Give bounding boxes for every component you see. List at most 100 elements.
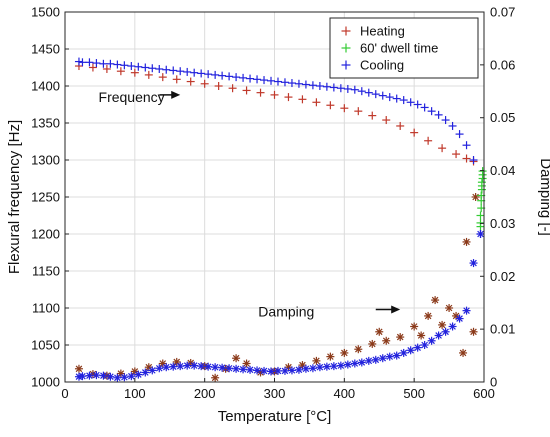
data-point <box>434 110 443 119</box>
data-point <box>399 96 408 105</box>
annotation-frequency-arrow <box>159 90 181 99</box>
y-left-tick-label: 1100 <box>32 301 60 316</box>
data-point <box>315 363 324 372</box>
data-point <box>190 361 199 370</box>
y-left-tick-label: 1400 <box>31 79 60 94</box>
data-point <box>162 363 171 372</box>
data-point <box>158 73 167 82</box>
data-point <box>116 67 125 76</box>
x-tick-label: 300 <box>264 386 286 401</box>
y-right-tick-label: 0.03 <box>490 216 515 231</box>
data-point <box>406 346 415 355</box>
legend-marker-heating <box>341 26 351 36</box>
data-point <box>127 372 136 381</box>
data-point <box>322 362 331 371</box>
data-point <box>225 364 234 373</box>
series-layer <box>74 57 487 382</box>
x-tick-label: 500 <box>403 386 425 401</box>
data-point <box>326 352 335 361</box>
data-point <box>267 76 276 85</box>
data-point <box>392 351 401 360</box>
data-point <box>260 366 269 375</box>
y-left-tick-label: 1300 <box>31 153 60 168</box>
data-point <box>392 94 401 103</box>
data-point <box>368 339 377 348</box>
data-point <box>438 144 447 153</box>
data-point <box>85 371 94 380</box>
data-point <box>211 363 220 372</box>
data-point <box>239 365 248 374</box>
legend-box <box>329 17 479 79</box>
data-point <box>469 156 478 164</box>
data-point <box>413 343 422 352</box>
data-point <box>74 364 83 373</box>
legend-label-dwell: 60' dwell time <box>360 41 438 56</box>
data-point <box>455 130 464 139</box>
y-left-tick-label: 1150 <box>32 264 60 279</box>
data-point <box>315 82 324 90</box>
data-point <box>471 193 480 201</box>
data-point <box>301 80 310 89</box>
legend: Heating 60' dwell time Cooling <box>329 17 479 79</box>
y-left-tick-label: 1200 <box>31 227 60 242</box>
data-point <box>74 372 83 381</box>
data-point <box>452 311 461 320</box>
data-point <box>368 111 377 120</box>
data-point <box>176 362 185 371</box>
annotation-damping-arrow <box>375 305 401 314</box>
y-left-tick-label: 1250 <box>31 190 60 205</box>
data-point <box>340 104 349 113</box>
data-point <box>406 98 415 107</box>
data-point <box>424 136 433 145</box>
data-point <box>228 84 237 93</box>
x-axis-ticks: 0 100 200 300 400 500 600 <box>61 378 495 401</box>
y-left-tick-label: 1350 <box>31 116 60 131</box>
data-point <box>85 58 94 67</box>
y-right-tick-label: 0.06 <box>490 57 515 72</box>
y-right-tick-label: 0 <box>490 375 497 390</box>
data-point <box>371 90 380 99</box>
data-point <box>476 230 485 238</box>
legend-entry-dwell: 60' dwell time <box>341 41 438 56</box>
y-left-tick-label: 1500 <box>31 5 60 20</box>
data-point <box>120 61 129 70</box>
data-point <box>420 103 429 112</box>
data-point <box>88 63 97 72</box>
data-point <box>242 359 251 368</box>
data-point <box>438 320 447 329</box>
data-point <box>340 348 349 357</box>
x-tick-label: 600 <box>473 386 495 401</box>
data-point <box>106 59 115 68</box>
data-point <box>427 107 436 116</box>
data-point <box>141 63 150 72</box>
data-point <box>200 79 209 88</box>
data-point <box>287 79 296 88</box>
data-point <box>232 73 241 82</box>
data-point <box>172 75 181 84</box>
data-point <box>371 355 380 364</box>
y-right-axis-label: Damping [-] <box>537 158 550 236</box>
y-left-tick-label: 1050 <box>31 338 60 353</box>
data-point <box>232 354 241 363</box>
data-point <box>246 74 255 83</box>
data-point <box>113 373 122 382</box>
data-point <box>396 333 405 342</box>
data-point <box>130 68 139 77</box>
data-point <box>204 70 213 79</box>
data-point <box>350 359 359 368</box>
data-point <box>455 314 464 323</box>
y-right-tick-label: 0.05 <box>490 110 515 125</box>
data-point <box>218 363 227 372</box>
y-right-axis-ticks: 0 0.01 0.02 0.03 0.04 0.05 0.06 0.07 <box>480 5 515 390</box>
data-point <box>459 348 468 357</box>
data-point <box>350 85 359 94</box>
legend-label-cooling: Cooling <box>360 58 404 73</box>
data-point <box>144 70 153 79</box>
data-point <box>169 66 178 75</box>
data-point <box>336 361 345 370</box>
data-point <box>445 304 454 312</box>
data-point <box>92 59 101 68</box>
data-point <box>312 356 321 365</box>
